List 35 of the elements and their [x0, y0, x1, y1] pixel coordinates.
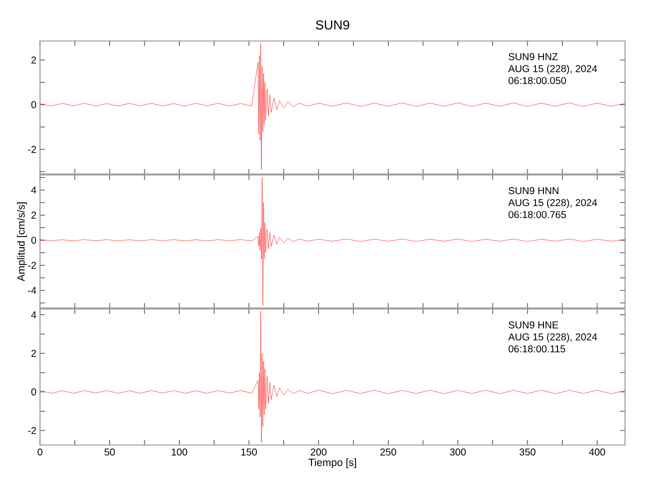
x-tick-label: 0	[38, 448, 42, 456]
y-tick-label: 0	[31, 101, 36, 108]
y-tick-label: 0	[31, 236, 36, 244]
annotation: SUN9 HNE	[508, 321, 558, 328]
x-tick-label: 150	[241, 448, 257, 456]
annotation: SUN9 HNZ	[508, 53, 558, 60]
annotation: AUG 15 (228), 2024	[508, 333, 598, 342]
line-series	[40, 177, 626, 306]
x-axis-title: Tiempo [s]	[308, 458, 356, 468]
y-tick-label: -4	[28, 286, 36, 294]
annotation: AUG 15 (228), 2024	[508, 64, 598, 74]
x-tick-label: 100	[172, 448, 188, 456]
annotation: 06:18:00.115	[508, 345, 566, 352]
y-tick-label: -2	[28, 427, 36, 434]
annotation: SUN9 HNN	[508, 187, 558, 194]
x-tick-label: 350	[520, 448, 536, 456]
y-tick-label: 2	[31, 56, 36, 64]
y-tick-label: -2	[28, 146, 36, 153]
y-tick-label: 4	[31, 186, 36, 194]
y-tick-label: -2	[28, 262, 36, 269]
y-tick-label: 2	[31, 212, 36, 219]
x-tick-label: 400	[589, 448, 606, 456]
y-axis-title: Amplitud [cm/s/s]	[17, 202, 27, 282]
x-tick-label: 250	[380, 448, 396, 456]
y-tick-label: 2	[31, 350, 36, 357]
line-series	[40, 310, 626, 442]
annotation: AUG 15 (228), 2024	[508, 198, 598, 208]
chart-title: SUN9	[316, 20, 350, 30]
x-tick-label: 50	[104, 448, 115, 456]
y-tick-label: 4	[31, 311, 36, 318]
annotation: 06:18:00.050	[508, 77, 566, 84]
x-tick-label: 300	[450, 448, 466, 456]
annotation: 06:18:00.765	[508, 211, 566, 218]
y-tick-label: 0	[31, 388, 36, 396]
x-tick-label: 200	[310, 448, 327, 456]
